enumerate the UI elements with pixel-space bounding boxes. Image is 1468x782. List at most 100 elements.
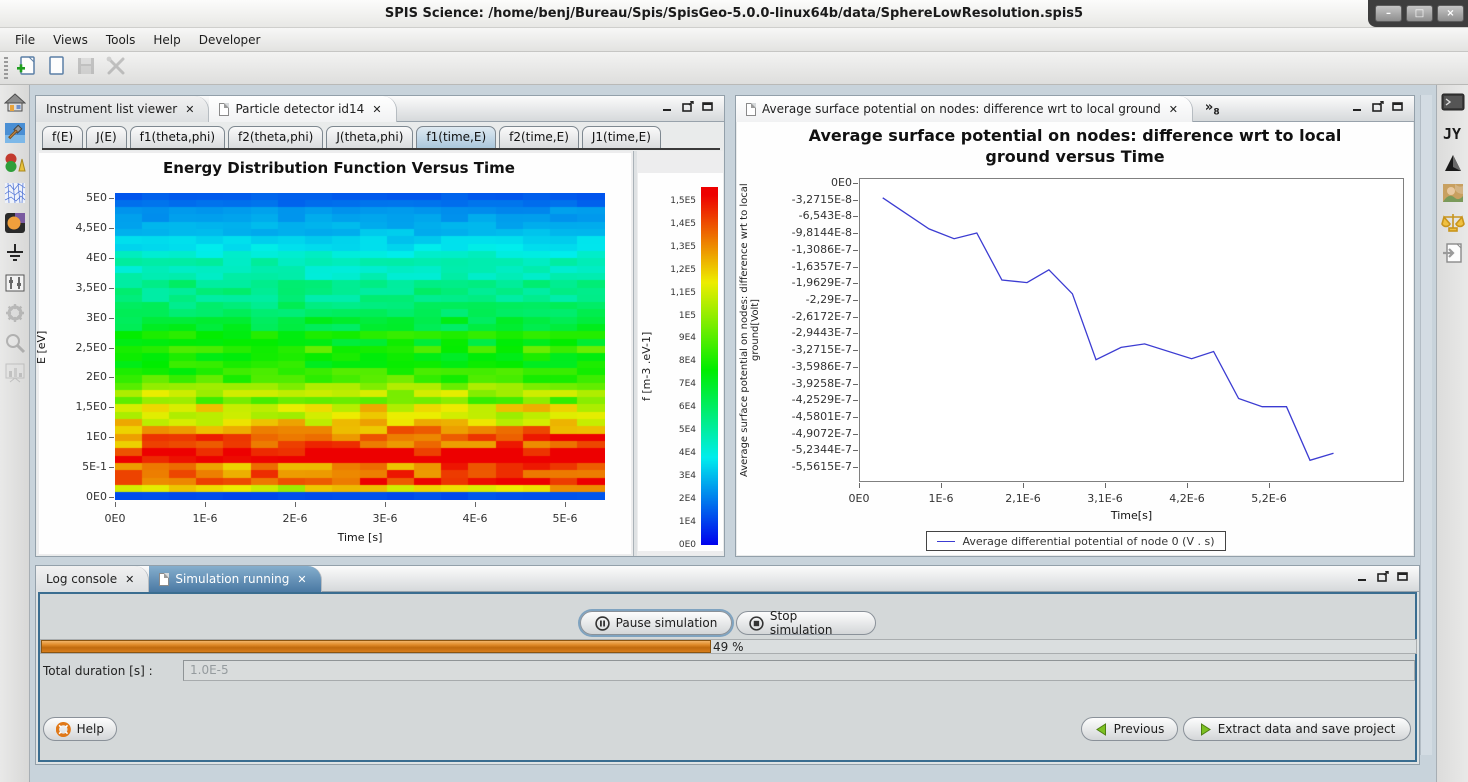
line-y-tickmark <box>853 350 858 351</box>
panel-detach-icon[interactable] <box>1377 571 1389 582</box>
console-icon[interactable] <box>1441 91 1465 115</box>
export-document-icon[interactable] <box>1441 241 1465 265</box>
chart-title: Energy Distribution Function Versus Time <box>79 159 599 177</box>
line-x-tick: 3,1E-6 <box>1070 492 1140 505</box>
window-close-button[interactable]: × <box>1437 5 1464 22</box>
subtab-f1-time-e-[interactable]: f1(time,E) <box>416 126 496 148</box>
global-parameters-icon[interactable] <box>3 271 27 295</box>
progress-fill <box>41 640 711 653</box>
tools-sidebar: JY <box>1436 85 1468 782</box>
chart-legend: Average differential potential of node 0… <box>926 531 1226 551</box>
subtab-f2-time-e-[interactable]: f2(time,E) <box>499 126 579 148</box>
close-icon[interactable]: ✕ <box>123 573 134 586</box>
materials-icon[interactable] <box>3 211 27 235</box>
menu-file[interactable]: File <box>6 30 44 50</box>
subtab-f2-theta-phi-[interactable]: f2(theta,phi) <box>228 126 323 148</box>
potential-panel: Average surface potential on nodes: diff… <box>735 95 1415 557</box>
heatmap-y-tickmark <box>109 228 114 229</box>
electrical-ground-icon[interactable] <box>3 241 27 265</box>
close-icon[interactable]: ✕ <box>295 573 306 586</box>
panel-detach-icon[interactable] <box>682 101 694 112</box>
jython-icon[interactable]: JY <box>1441 121 1465 145</box>
pause-simulation-button[interactable]: Pause simulation <box>580 611 732 635</box>
home-icon[interactable] <box>3 91 27 115</box>
colorbar-tick: 6E4 <box>652 402 696 412</box>
subtab-f1-theta-phi-[interactable]: f1(theta,phi) <box>130 126 225 148</box>
colorbar-splitter[interactable] <box>633 151 637 556</box>
panel-maximize-icon[interactable] <box>1397 571 1409 582</box>
tab-label: Simulation running <box>175 572 289 586</box>
groups-editor-icon[interactable] <box>3 151 27 175</box>
run-triangle-icon[interactable] <box>1441 151 1465 175</box>
geometry-editor-icon[interactable] <box>3 121 27 145</box>
heatmap-x-tick: 2E-6 <box>265 512 325 525</box>
tab-average-surface-potential[interactable]: Average surface potential on nodes: diff… <box>736 96 1193 122</box>
new-project-icon[interactable] <box>14 54 38 78</box>
tab-overflow-indicator[interactable]: »8 <box>1205 100 1220 121</box>
panel-detach-icon[interactable] <box>1372 101 1384 112</box>
help-label: Help <box>77 722 104 736</box>
line-y-tick: -1,9629E-7 <box>755 276 852 289</box>
preferences-icon <box>104 54 128 78</box>
close-icon[interactable]: ✕ <box>370 103 381 116</box>
scales-icon[interactable] <box>1441 211 1465 235</box>
toolbar-drag-handle[interactable] <box>4 57 8 79</box>
line-y-tick: -2,9443E-7 <box>755 326 852 339</box>
colorbar-tick: 7E4 <box>652 379 696 389</box>
image-viewer-icon[interactable] <box>1441 181 1465 205</box>
menu-help[interactable]: Help <box>144 30 189 50</box>
subtab-j1-time-e-[interactable]: J1(time,E) <box>582 126 661 148</box>
panel-minimize-icon[interactable] <box>1357 571 1369 582</box>
line-y-tickmark <box>853 183 858 184</box>
heatmap-x-tickmark <box>475 502 476 507</box>
tab-instrument-list-viewer[interactable]: Instrument list viewer ✕ <box>36 96 209 122</box>
stop-simulation-button[interactable]: Stop simulation <box>736 611 876 635</box>
line-y-tick: -3,2715E-8 <box>755 193 852 206</box>
window-maximize-button[interactable]: □ <box>1406 5 1433 22</box>
surface-potential-chart: Average surface potential on nodes: diff… <box>737 122 1413 555</box>
colorbar-tick: 9E4 <box>652 333 696 343</box>
tab-simulation-running[interactable]: Simulation running ✕ <box>149 566 321 592</box>
overflow-count: 8 <box>1213 108 1219 118</box>
legend-line-sample <box>937 541 955 542</box>
menu-developer[interactable]: Developer <box>190 30 270 50</box>
chart-title-line1: Average surface potential on nodes: diff… <box>747 126 1403 145</box>
help-button[interactable]: Help <box>43 717 117 741</box>
pause-label: Pause simulation <box>616 616 718 630</box>
heatmap-y-tick: 3,5E0 <box>49 281 107 294</box>
subtab-j-e-[interactable]: J(E) <box>86 126 126 148</box>
heatmap-y-tick: 5E-1 <box>49 460 107 473</box>
colorbar-tick: 3E4 <box>652 471 696 481</box>
line-y-tick: -1,6357E-7 <box>755 260 852 273</box>
tab-label: Instrument list viewer <box>46 102 177 116</box>
line-x-tickmark <box>859 483 860 488</box>
close-icon[interactable]: ✕ <box>183 103 194 116</box>
line-y-tickmark <box>853 267 858 268</box>
line-x-tick: 2,1E-6 <box>988 492 1058 505</box>
close-icon[interactable]: ✕ <box>1167 103 1178 116</box>
total-duration-field[interactable]: 1.0E-5 <box>183 660 1415 681</box>
panel-minimize-icon[interactable] <box>662 101 674 112</box>
subtab-f-e-[interactable]: f(E) <box>42 126 83 148</box>
colorbar-tick: 1,1E5 <box>652 288 696 298</box>
line-y-tick: -3,5986E-7 <box>755 360 852 373</box>
menu-tools[interactable]: Tools <box>97 30 145 50</box>
mesh-icon[interactable] <box>3 181 27 205</box>
stop-icon <box>749 616 764 631</box>
line-y-tick: -2,6172E-7 <box>755 310 852 323</box>
heatmap-y-tick: 4E0 <box>49 251 107 264</box>
panel-minimize-icon[interactable] <box>1352 101 1364 112</box>
panel-maximize-icon[interactable] <box>1392 101 1404 112</box>
menu-views[interactable]: Views <box>44 30 97 50</box>
window-minimize-button[interactable]: – <box>1375 5 1402 22</box>
open-project-icon[interactable] <box>44 54 68 78</box>
vertical-splitter[interactable] <box>1420 95 1432 755</box>
arrow-left-icon <box>1095 723 1108 736</box>
subtab-j-theta-phi-[interactable]: J(theta,phi) <box>326 126 413 148</box>
previous-button[interactable]: Previous <box>1081 717 1178 741</box>
heatmap-y-tickmark <box>109 288 114 289</box>
tab-log-console[interactable]: Log console ✕ <box>36 566 149 592</box>
tab-particle-detector[interactable]: Particle detector id14 ✕ <box>209 96 396 122</box>
extract-data-button[interactable]: Extract data and save project <box>1183 717 1411 741</box>
panel-maximize-icon[interactable] <box>702 101 714 112</box>
